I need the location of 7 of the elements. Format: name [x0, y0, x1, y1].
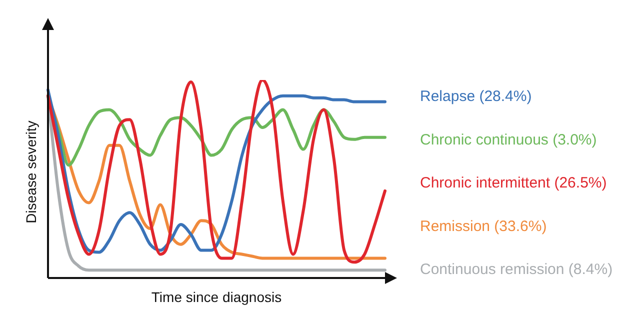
text: Chronic intermittent (26.5%) — [420, 174, 607, 192]
y-axis-title: Disease severity — [22, 120, 39, 224]
text: Continuous remission (8.4%) — [420, 261, 613, 278]
text: Chronic continuous (3.0%) — [420, 131, 597, 148]
x-axis-title: Time since diagnosis — [151, 288, 282, 305]
text: Relapse (28.4%) — [420, 88, 532, 106]
text: Remission (33.6%) — [420, 218, 547, 235]
